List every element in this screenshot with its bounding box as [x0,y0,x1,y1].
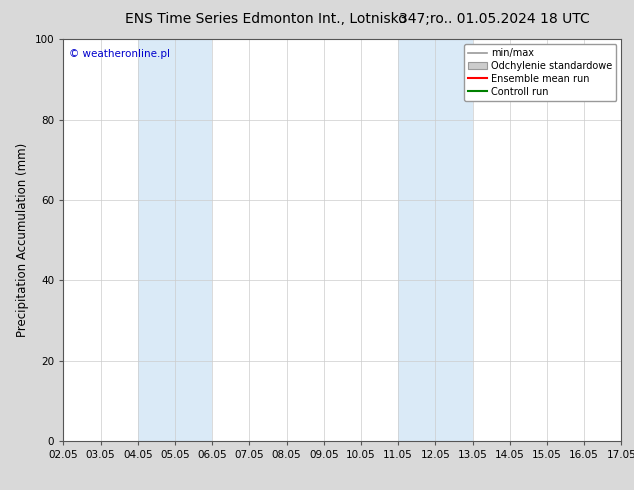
Text: 347;ro.. 01.05.2024 18 UTC: 347;ro.. 01.05.2024 18 UTC [399,12,590,26]
Bar [138,39,212,441]
Legend: min/max, Odchylenie standardowe, Ensemble mean run, Controll run: min/max, Odchylenie standardowe, Ensembl… [464,44,616,100]
Text: ENS Time Series Edmonton Int., Lotnisko: ENS Time Series Edmonton Int., Lotnisko [126,12,407,26]
Bar [398,39,472,441]
Text: © weatheronline.pl: © weatheronline.pl [69,49,170,59]
Y-axis label: Precipitation Accumulation (mm): Precipitation Accumulation (mm) [16,143,29,337]
